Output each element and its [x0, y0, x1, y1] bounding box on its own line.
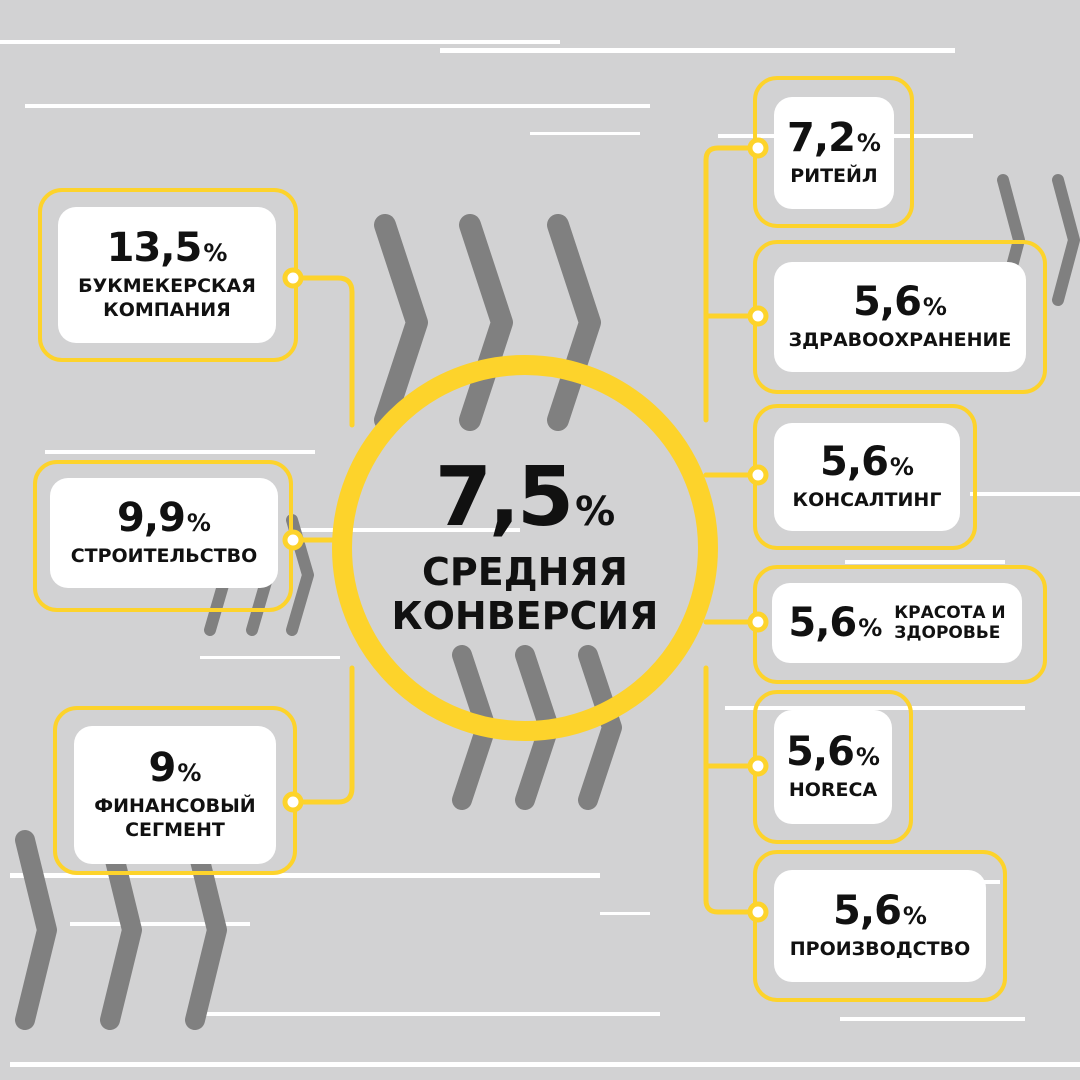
- connector-node: [747, 464, 769, 486]
- card-label: HORECA: [788, 779, 878, 802]
- background-line: [200, 656, 340, 659]
- card-beauty-health: 5,6% КРАСОТА И ЗДОРОВЬЕ: [772, 583, 1022, 663]
- card-label: КОНСАЛТИНГ: [792, 489, 942, 512]
- card-label: ЗДРАВООХРАНЕНИЕ: [788, 329, 1012, 352]
- connector-node: [282, 791, 304, 813]
- card-frame: [53, 706, 297, 875]
- card-value: 9%: [148, 745, 202, 792]
- card-value: 9,9%: [117, 495, 211, 542]
- average-conversion: 7,5% СРЕДНЯЯ КОНВЕРСИЯ: [340, 373, 710, 723]
- background-line: [0, 40, 560, 44]
- connector-node: [282, 267, 304, 289]
- chevron-shape: [459, 214, 513, 431]
- card-consulting: 5,6% КОНСАЛТИНГ: [774, 423, 960, 531]
- connector-node: [747, 137, 769, 159]
- connector-line: [290, 275, 355, 428]
- card-horeca: 5,6% HORECA: [774, 710, 892, 824]
- card-label: СТРОИТЕЛЬСТВО: [70, 545, 258, 568]
- connector-line: [703, 145, 758, 423]
- card-label: ПРОИЗВОДСТВО: [789, 938, 971, 961]
- connector-nodes: [282, 137, 769, 923]
- background-line: [10, 1062, 1080, 1067]
- background-line: [600, 912, 650, 915]
- background-line: [45, 450, 315, 454]
- card-value: 5,6%: [820, 439, 914, 486]
- background-line: [970, 492, 1080, 496]
- card-value: 13,5%: [106, 225, 228, 272]
- connector-node: [282, 529, 304, 551]
- connector-line: [290, 665, 355, 805]
- center-ring: [332, 355, 718, 741]
- card-value: 5,6%: [786, 729, 880, 776]
- card-value: 5,6%: [788, 600, 883, 646]
- card-construction: 9,9% СТРОИТЕЛЬСТВО: [50, 478, 278, 588]
- card-value: 5,6%: [853, 279, 947, 326]
- background-line: [300, 528, 520, 532]
- chevron-shape: [185, 830, 227, 1030]
- chevron-shape: [578, 645, 622, 810]
- connector-node: [747, 611, 769, 633]
- average-conversion-label: СРЕДНЯЯ КОНВЕРСИЯ: [391, 550, 659, 638]
- background-line: [725, 706, 1025, 710]
- card-bookmaker: 13,5% БУКМЕКЕРСКАЯ КОМПАНИЯ: [58, 207, 276, 343]
- card-frame: [753, 850, 1007, 1002]
- chevron-shape: [15, 830, 57, 1030]
- card-label: КРАСОТА И ЗДОРОВЬЕ: [894, 602, 1006, 643]
- background-line: [530, 132, 640, 135]
- card-healthcare: 5,6% ЗДРАВООХРАНЕНИЕ: [774, 262, 1026, 372]
- connector-node: [747, 305, 769, 327]
- card-value: 7,2%: [787, 115, 881, 162]
- card-label: БУКМЕКЕРСКАЯ КОМПАНИЯ: [78, 275, 256, 321]
- connector-node: [747, 755, 769, 777]
- connector-node: [747, 901, 769, 923]
- card-value: 5,6%: [833, 888, 927, 935]
- card-retail: 7,2% РИТЕЙЛ: [774, 97, 894, 209]
- average-conversion-value: 7,5%: [434, 450, 616, 546]
- card-label: ФИНАНСОВЫЙ СЕГМЕНТ: [94, 795, 256, 841]
- card-manufacturing: 5,6% ПРОИЗВОДСТВО: [774, 870, 986, 982]
- background-line: [10, 873, 600, 878]
- connector-line: [703, 665, 761, 915]
- chevron-shape: [100, 830, 142, 1030]
- background-line: [845, 560, 1005, 564]
- background-line: [25, 104, 650, 108]
- card-label: РИТЕЙЛ: [790, 165, 878, 188]
- chevron-shape: [374, 214, 428, 431]
- background-line: [840, 1017, 1025, 1021]
- chevron-shape: [1052, 174, 1080, 306]
- background-line: [70, 922, 250, 926]
- chevron-shape: [547, 214, 601, 431]
- background-line: [200, 1012, 660, 1016]
- card-financial: 9% ФИНАНСОВЫЙ СЕГМЕНТ: [74, 726, 276, 864]
- background-line: [440, 48, 955, 53]
